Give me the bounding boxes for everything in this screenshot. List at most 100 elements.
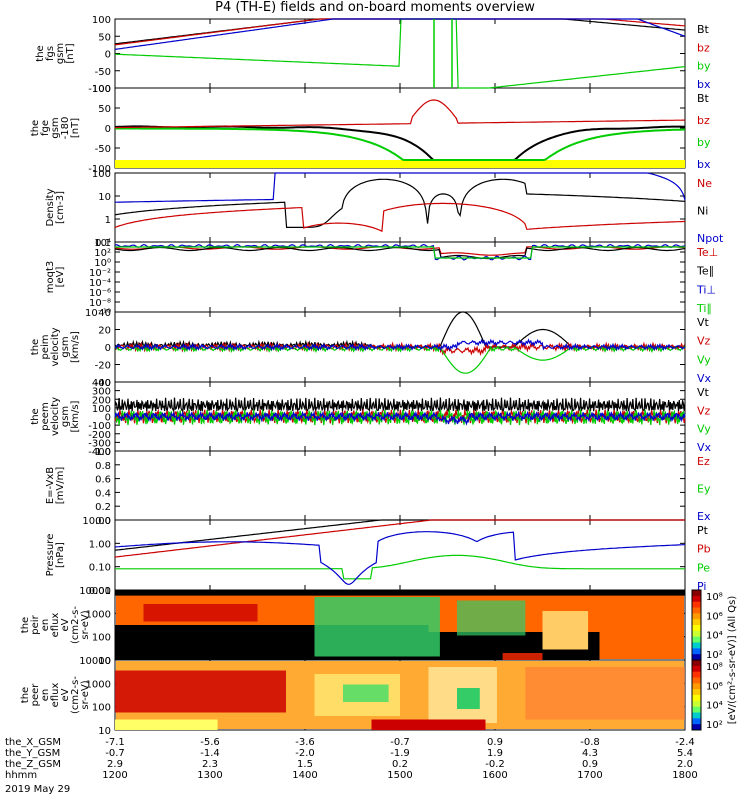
spectrogram-patch-peer [343,684,389,702]
series-fge-by [115,127,686,161]
colorbar-tick-label: 10⁸ [706,662,723,673]
x-tick-label-the_Y_GSM: -0.7 [105,748,125,759]
y-tick-label-fge: -100 [88,164,111,175]
legend-fgs-by: by [697,60,711,73]
y-tick-label-efield: 1.0 [95,447,111,458]
colorbar-cell [692,613,701,620]
x-tick-label-the_Z_GSM: 0.9 [582,759,598,770]
x-tick-label-hhmm: 1200 [102,770,127,781]
y-tick-label-peer: 1000 [86,679,111,690]
colorbar-cell [692,683,701,690]
x-tick-label-the_X_GSM: 0.9 [487,737,503,748]
series-fge-bt [114,125,685,161]
colorbar-tick-label: 10⁸ [706,592,723,603]
colorbar-cell [692,700,701,708]
y-tick-label-fgs: 0 [105,50,111,61]
y-tick-label-fgs: -50 [95,67,111,78]
colorbar-cell [692,642,701,649]
colorbar-cell [692,625,701,632]
y-axis-label-peir: (cm2-s- [70,606,81,644]
x-row-label-the_Y_GSM: the_Y_GSM [5,748,60,759]
y-axis-label-peim: velocity [50,327,61,366]
legend-peim-Vy: Vy [697,353,711,366]
y-axis-label-peir: eV [60,618,71,631]
y-tick-label-peir: 100 [92,633,111,644]
colorbar-cell [692,619,701,626]
y-axis-label-fge: [nT] [70,118,81,138]
spectrogram-patch-peir [542,611,589,650]
y-axis-label-fgs: the [35,45,46,61]
legend-peem-Vx: Vx [697,441,712,454]
y-tick-label-temp: 10⁻⁸ [89,298,111,309]
y-tick-label-peem: -200 [88,430,111,441]
x-tick-label-the_Y_GSM: -2.0 [295,748,315,759]
colorbar-cell [692,689,701,696]
legend-density-Npot: Npot [697,232,724,245]
colorbar-tick-label: 10⁴ [706,631,723,642]
colorbar-label: [eV/(cm²-s-sr-eV)] (All Qs) [727,596,738,725]
y-tick-label-peir: 10000 [79,586,111,597]
spectrogram-patch-peir [502,653,543,660]
y-tick-label-fge: -50 [95,144,111,155]
y-tick-label-peer: 100 [92,703,111,714]
y-tick-label-peem: -400 [88,447,111,458]
series-temp-tiperp [114,243,686,261]
y-axis-label-peer: sr-eV) [80,680,91,709]
panel-frame-pressure [114,519,686,591]
y-axis-label-peer: (cm2-s- [70,676,81,714]
y-axis-label-fge: the [30,120,41,136]
x-row-label-the_Z_GSM: the_Z_GSM [5,759,61,770]
y-tick-label-peim: 20 [98,326,111,337]
y-tick-label-density: 100 [92,169,111,180]
y-tick-label-peim: 0 [105,343,111,354]
y-tick-label-peim: -20 [95,361,111,372]
y-tick-label-temp: 10⁻⁶ [89,288,111,299]
y-tick-label-temp: 10⁻² [89,268,111,279]
colorbar-cell [692,695,701,702]
x-tick-label-the_Y_GSM: 1.9 [487,748,503,759]
legend-pressure-Pe: Pe [697,561,710,574]
colorbar-cell [692,648,701,655]
spectrogram-patch-peer [457,688,480,709]
colorbar-cell [692,660,701,667]
series-pressure-pb [114,519,685,558]
y-tick-label-density: 0.1 [95,238,111,249]
panel-frame-efield [114,450,686,521]
y-axis-label-fge: -180 [60,117,71,140]
y-axis-label-peem: [km/s] [70,400,81,432]
x-tick-label-the_X_GSM: -3.6 [295,737,315,748]
series-fge-bz [115,99,685,129]
x-tick-label-the_Z_GSM: 2.3 [202,759,218,770]
y-axis-label-peim: peim [40,334,51,359]
legend-density-Ni: Ni [697,205,708,218]
spectrogram-patch-peer [525,667,685,720]
y-axis-label-peer: eV [60,688,71,701]
y-tick-label-peem: 0 [105,413,111,424]
y-tick-label-peir: 1000 [86,609,111,620]
colorbar-tick-label: 10² [706,650,723,661]
y-axis-label-temp: [eV] [55,267,66,288]
series-peim-vx [114,338,686,352]
x-tick-label-the_Y_GSM: -1.4 [200,748,220,759]
legend-temp-Ti⊥: Ti⊥ [696,283,716,296]
legend-peim-Vz: Vz [697,335,711,348]
y-axis-label-peer: the [20,687,31,703]
colorbar-cell [692,718,701,725]
y-tick-label-efield: 0.8 [95,461,111,472]
x-row-label-hhmm: hhmm [5,770,37,781]
y-tick-label-peim: 40 [98,308,111,319]
x-tick-label-hhmm: 1700 [577,770,602,781]
legend-fgs-bz: bz [697,41,710,54]
series-peem-vt [114,397,686,414]
legend-efield-Ey: Ey [697,483,711,496]
spectrogram-patch-peer [115,719,218,730]
x-tick-label-the_Z_GSM: 2.9 [107,759,123,770]
y-tick-label-fge: 100 [92,84,111,95]
y-tick-label-peem: 400 [92,378,111,389]
legend-peem-Vt: Vt [697,386,710,399]
y-tick-label-pressure: 0.10 [89,563,111,574]
series-density-ne [114,202,685,233]
y-axis-label-peir: the [20,617,31,633]
series-peem-vx [114,410,686,426]
